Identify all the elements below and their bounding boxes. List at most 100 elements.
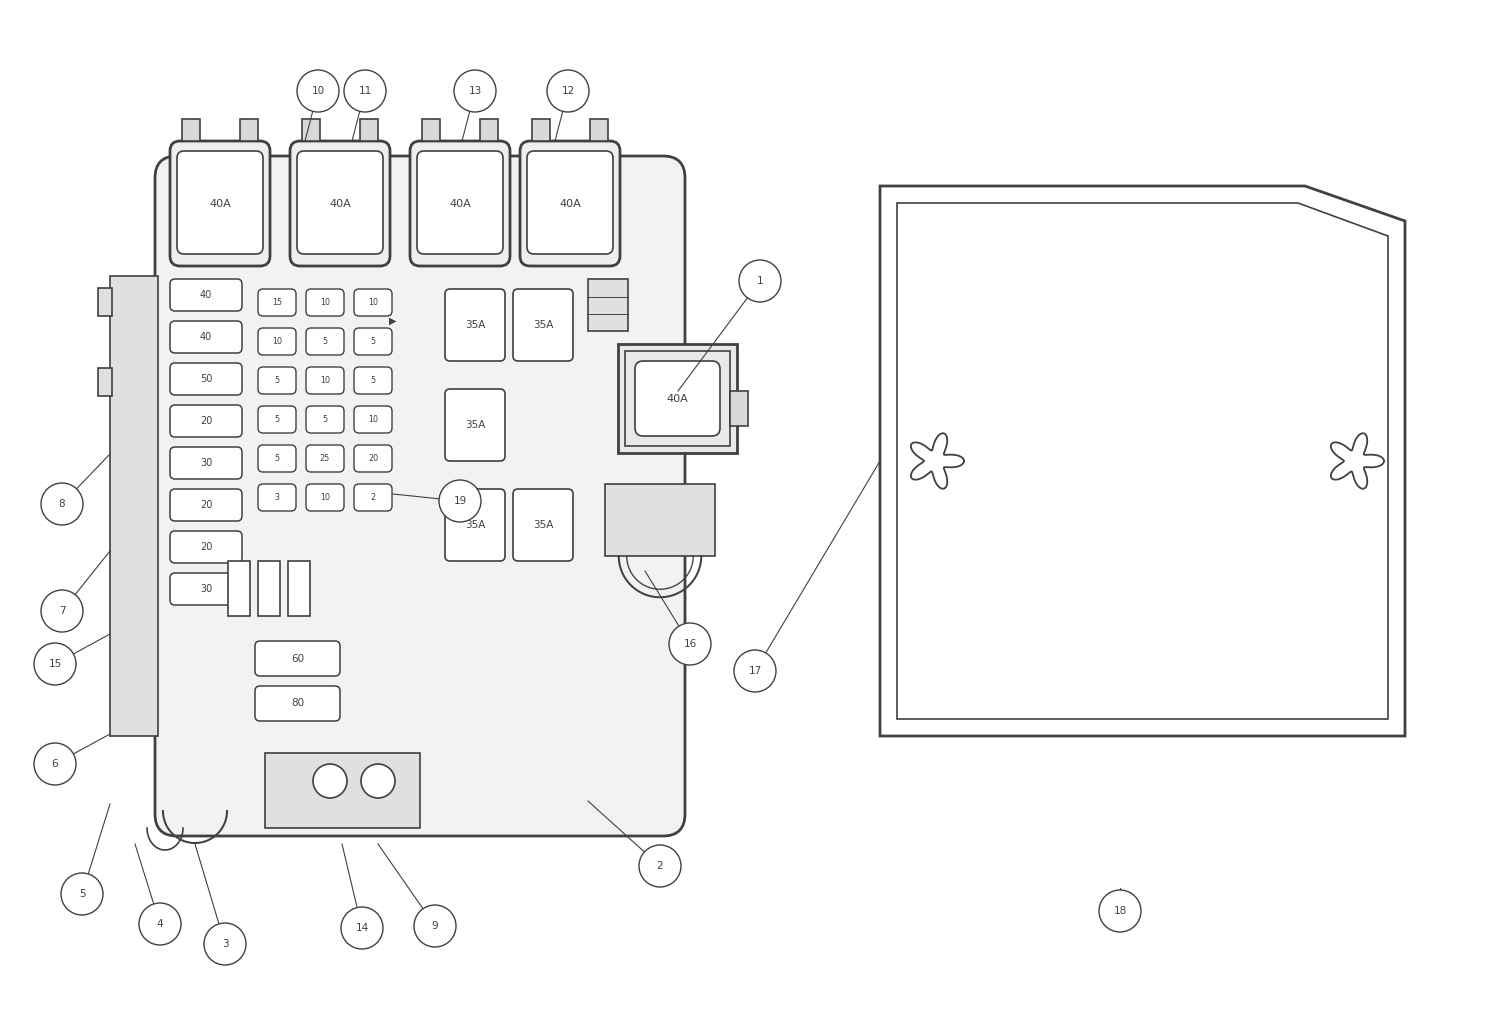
Text: 10: 10	[320, 298, 330, 307]
Text: 35A: 35A	[533, 520, 554, 530]
Circle shape	[1099, 890, 1141, 932]
Text: 35A: 35A	[465, 520, 486, 530]
FancyBboxPatch shape	[255, 641, 340, 676]
Polygon shape	[880, 186, 1405, 736]
Circle shape	[41, 590, 83, 632]
Text: 16: 16	[684, 639, 697, 649]
Text: 19: 19	[453, 496, 466, 506]
Bar	[533, 119, 549, 141]
FancyBboxPatch shape	[355, 406, 392, 433]
Text: 3: 3	[275, 493, 279, 502]
Text: 5: 5	[323, 415, 327, 424]
Text: 2: 2	[656, 861, 664, 871]
FancyBboxPatch shape	[171, 363, 241, 395]
Text: 5: 5	[275, 454, 279, 463]
Text: 35A: 35A	[465, 320, 486, 330]
FancyBboxPatch shape	[255, 686, 340, 721]
Circle shape	[204, 923, 246, 965]
Text: 1: 1	[756, 276, 764, 285]
FancyBboxPatch shape	[521, 141, 620, 266]
Text: 11: 11	[358, 86, 371, 96]
Text: 20: 20	[199, 416, 213, 426]
Text: 12: 12	[561, 86, 575, 96]
Circle shape	[297, 70, 340, 112]
Text: 5: 5	[370, 337, 376, 346]
FancyBboxPatch shape	[155, 156, 685, 836]
Circle shape	[739, 260, 782, 302]
Bar	[183, 119, 201, 141]
FancyBboxPatch shape	[258, 445, 296, 472]
Text: 7: 7	[59, 606, 65, 616]
FancyBboxPatch shape	[513, 489, 573, 561]
Text: 10: 10	[272, 337, 282, 346]
FancyBboxPatch shape	[171, 531, 241, 563]
Text: 40: 40	[199, 290, 213, 300]
FancyBboxPatch shape	[258, 289, 296, 316]
Bar	[258, 561, 281, 616]
Bar	[423, 119, 441, 141]
Text: 10: 10	[320, 376, 330, 385]
Bar	[619, 344, 736, 453]
Bar	[228, 561, 250, 616]
Text: 40A: 40A	[329, 198, 352, 208]
FancyBboxPatch shape	[171, 405, 241, 437]
Text: 40A: 40A	[667, 393, 688, 403]
Text: 10: 10	[368, 415, 377, 424]
Text: 4: 4	[157, 919, 163, 929]
Text: 6: 6	[51, 759, 59, 769]
FancyBboxPatch shape	[171, 489, 241, 521]
Text: 3: 3	[222, 939, 228, 949]
Bar	[730, 391, 748, 426]
Bar	[288, 561, 309, 616]
Text: 15: 15	[272, 298, 282, 307]
Bar	[361, 119, 377, 141]
FancyBboxPatch shape	[635, 361, 720, 436]
Circle shape	[733, 650, 776, 692]
Text: 9: 9	[432, 920, 438, 931]
Text: 20: 20	[199, 542, 213, 552]
Circle shape	[41, 483, 83, 525]
Text: 5: 5	[275, 415, 279, 424]
FancyBboxPatch shape	[355, 484, 392, 511]
Circle shape	[60, 873, 103, 915]
FancyBboxPatch shape	[306, 445, 344, 472]
FancyBboxPatch shape	[290, 141, 389, 266]
FancyBboxPatch shape	[171, 321, 241, 353]
Text: 5: 5	[370, 376, 376, 385]
FancyBboxPatch shape	[355, 445, 392, 472]
Text: 50: 50	[199, 374, 213, 384]
Circle shape	[668, 623, 711, 665]
Circle shape	[454, 70, 496, 112]
Text: 5: 5	[78, 889, 86, 899]
Text: 2: 2	[370, 493, 376, 502]
Text: 13: 13	[468, 86, 481, 96]
Bar	[110, 276, 158, 736]
Circle shape	[344, 70, 386, 112]
FancyBboxPatch shape	[416, 151, 502, 254]
Bar	[480, 119, 498, 141]
Circle shape	[35, 643, 75, 685]
FancyBboxPatch shape	[306, 289, 344, 316]
Text: 10: 10	[320, 493, 330, 502]
FancyBboxPatch shape	[258, 406, 296, 433]
FancyBboxPatch shape	[258, 367, 296, 394]
Circle shape	[361, 764, 395, 798]
Bar	[625, 351, 730, 446]
Bar	[98, 368, 112, 396]
Text: 14: 14	[356, 923, 368, 933]
Text: 40A: 40A	[450, 198, 471, 208]
FancyBboxPatch shape	[171, 279, 241, 311]
FancyBboxPatch shape	[513, 289, 573, 361]
Text: 15: 15	[48, 659, 62, 669]
Bar	[266, 753, 420, 828]
FancyBboxPatch shape	[445, 389, 506, 461]
FancyBboxPatch shape	[355, 328, 392, 355]
Bar	[589, 279, 628, 331]
Text: 35A: 35A	[465, 420, 486, 430]
FancyBboxPatch shape	[527, 151, 613, 254]
FancyBboxPatch shape	[171, 141, 270, 266]
Text: 20: 20	[199, 500, 213, 510]
Circle shape	[312, 764, 347, 798]
Text: 60: 60	[291, 653, 303, 663]
FancyBboxPatch shape	[177, 151, 263, 254]
